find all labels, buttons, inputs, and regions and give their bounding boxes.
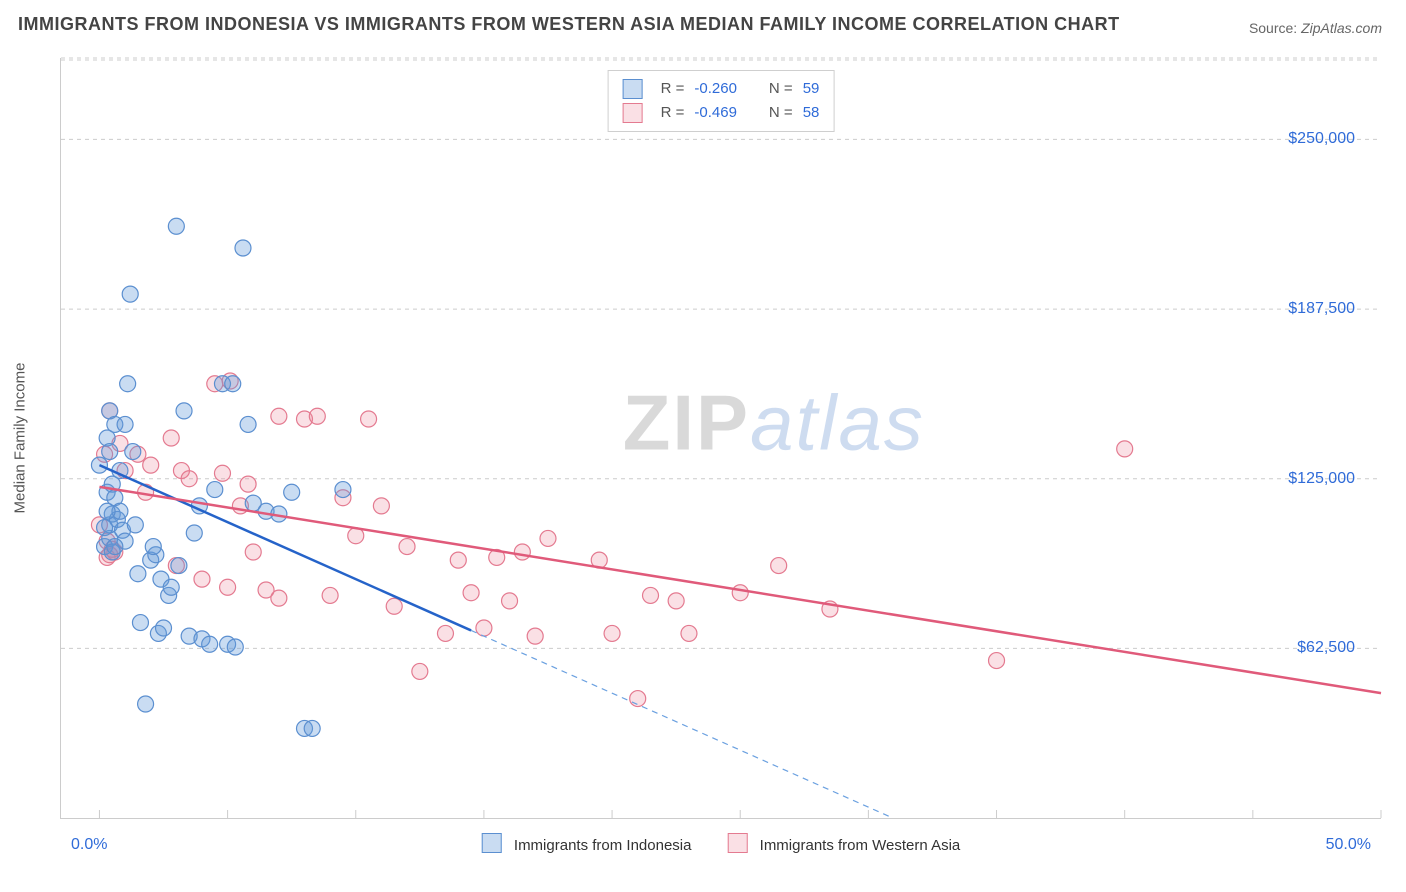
legend-label: Immigrants from Indonesia [514,837,692,854]
source-label: Source: [1249,20,1297,36]
stat-r-value: -0.260 [694,77,737,101]
chart-title: IMMIGRANTS FROM INDONESIA VS IMMIGRANTS … [18,14,1120,35]
stats-row: R = -0.260 N = 59 [623,77,820,101]
stat-r-label: R = [661,77,685,101]
x-axis-max-label: 50.0% [1326,836,1371,854]
stat-n-value: 59 [803,77,820,101]
stat-r-value: -0.469 [694,101,737,125]
x-axis-min-label: 0.0% [71,836,107,854]
stats-row: R = -0.469 N = 58 [623,101,820,125]
stat-n-label: N = [769,77,793,101]
y-tick-label: $250,000 [1288,130,1355,148]
y-tick-label: $62,500 [1297,639,1355,657]
y-axis-label: Median Family Income [12,363,29,514]
stat-n-label: N = [769,101,793,125]
y-tick-label: $187,500 [1288,300,1355,318]
swatch-icon [623,103,643,123]
stat-r-label: R = [661,101,685,125]
legend-item: Immigrants from Indonesia [482,833,692,854]
source-value: ZipAtlas.com [1301,20,1382,36]
chart-container: Median Family Income ZIPatlas R = -0.260… [50,48,1390,828]
legend-label: Immigrants from Western Asia [760,837,961,854]
legend-item: Immigrants from Western Asia [727,833,960,854]
y-tick-label: $125,000 [1288,470,1355,488]
swatch-icon [623,79,643,99]
plot-svg [61,58,1381,818]
source-attribution: Source: ZipAtlas.com [1249,20,1382,36]
swatch-icon [482,833,502,853]
swatch-icon [727,833,747,853]
stats-legend-box: R = -0.260 N = 59 R = -0.469 N = 58 [608,70,835,132]
plot-area: ZIPatlas R = -0.260 N = 59 R = -0.469 N … [60,58,1381,819]
stat-n-value: 58 [803,101,820,125]
legend-bottom: Immigrants from Indonesia Immigrants fro… [482,833,961,854]
